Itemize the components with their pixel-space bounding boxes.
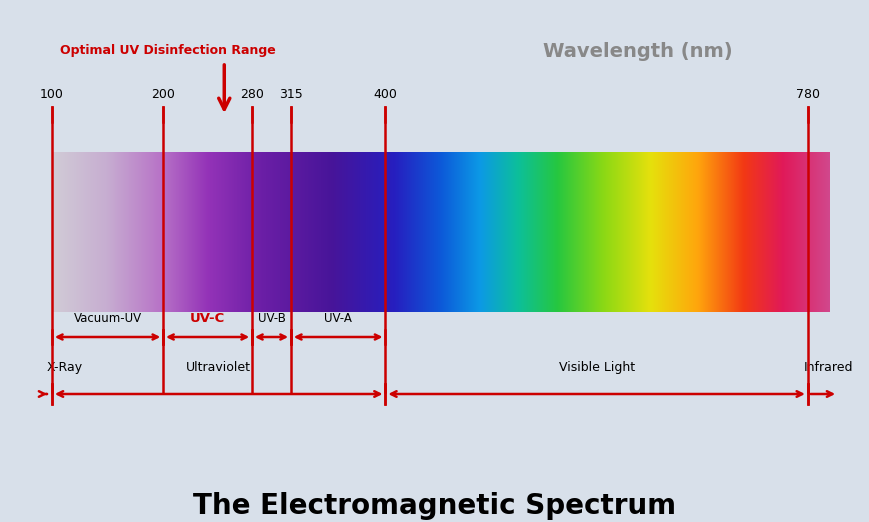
Text: X-Ray: X-Ray	[47, 361, 83, 374]
Text: Ultraviolet: Ultraviolet	[186, 361, 251, 374]
Text: 200: 200	[151, 88, 175, 101]
Text: Visible Light: Visible Light	[558, 361, 634, 374]
Text: Vacuum-UV: Vacuum-UV	[73, 312, 142, 325]
Text: 315: 315	[279, 88, 302, 101]
Text: Optimal UV Disinfection Range: Optimal UV Disinfection Range	[60, 44, 275, 57]
Text: UV-A: UV-A	[324, 312, 352, 325]
Text: 400: 400	[373, 88, 397, 101]
Text: UV-C: UV-C	[189, 312, 225, 325]
Text: 780: 780	[795, 88, 819, 101]
Text: UV-B: UV-B	[257, 312, 285, 325]
Text: 280: 280	[240, 88, 263, 101]
Text: Wavelength (nm): Wavelength (nm)	[542, 42, 732, 61]
Text: 100: 100	[40, 88, 63, 101]
Text: Infrared: Infrared	[803, 361, 852, 374]
Text: The Electromagnetic Spectrum: The Electromagnetic Spectrum	[193, 492, 676, 520]
